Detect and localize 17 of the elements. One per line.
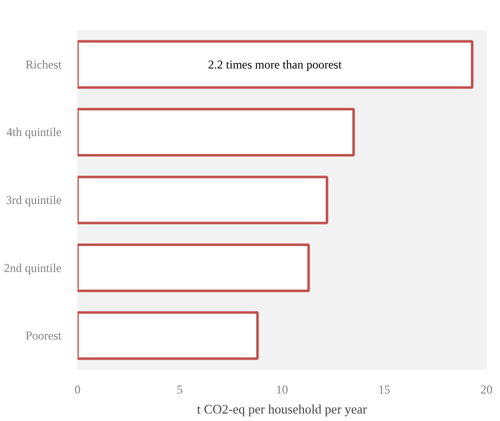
- x-tick-label: 15: [378, 382, 390, 396]
- y-tick-label: Poorest: [26, 328, 62, 343]
- bar: [78, 244, 310, 292]
- annotation: 2.2 times more than poorest: [208, 57, 342, 72]
- y-tick-label: Richest: [26, 57, 62, 72]
- x-tick-label: 10: [276, 382, 288, 396]
- x-axis-title: t CO2-eq per household per year: [196, 402, 368, 416]
- bar: [78, 40, 474, 89]
- y-tick-label: 2nd quintile: [4, 260, 62, 275]
- bar: [78, 176, 328, 224]
- y-tick-label: 3rd quintile: [6, 193, 62, 207]
- bar: [78, 108, 355, 156]
- bar: [78, 311, 259, 360]
- x-tick-label: 5: [176, 382, 183, 396]
- x-tick-label: 0: [74, 382, 80, 396]
- y-tick-label: 4th quintile: [6, 125, 62, 140]
- x-tick-label: 20: [480, 382, 492, 396]
